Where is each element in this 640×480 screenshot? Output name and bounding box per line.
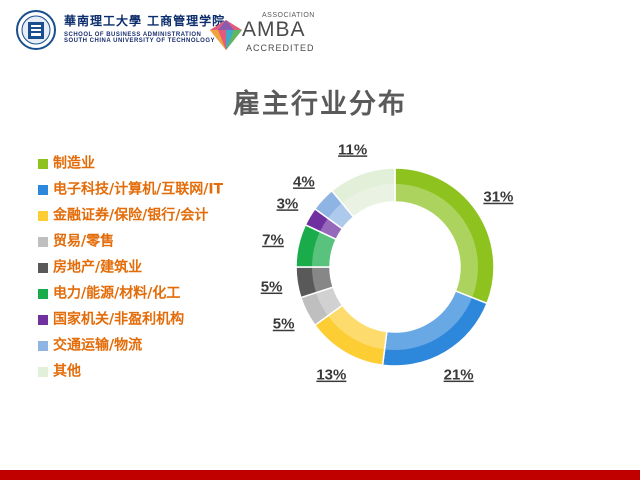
footer-bar xyxy=(0,470,640,480)
chart-legend: 制造业电子科技/计算机/互联网/IT 金融证券/保险/银行/会计 贸易/零售房地产/… xyxy=(38,150,223,384)
legend-label: 金融证券/保险/银行/会计 xyxy=(53,207,209,224)
legend-swatch xyxy=(38,184,48,195)
legend-label: 电力/能源/材料/化工 xyxy=(53,285,181,302)
scut-name-en-line1: SCHOOL OF BUSINESS ADMINISTRATION xyxy=(64,32,202,38)
legend-item: 房地产/建筑业 xyxy=(38,254,223,280)
legend-label: 国家机关/非盈利机构 xyxy=(53,311,185,328)
amba-diamond-icon xyxy=(210,20,242,50)
data-label: 5% xyxy=(261,279,283,296)
legend-label: 其他 xyxy=(53,363,81,380)
data-label: 3% xyxy=(277,195,299,212)
donut-slice-highlight xyxy=(312,231,337,267)
data-label: 7% xyxy=(262,232,284,249)
amba-word: AMBA xyxy=(242,18,306,41)
amba-accredited: ACCREDITED xyxy=(246,43,315,53)
legend-swatch xyxy=(38,340,48,351)
legend-item: 其他 xyxy=(38,358,223,384)
scut-name-en-line2: SOUTH CHINA UNIVERSITY OF TECHNOLOGY xyxy=(64,38,216,44)
donut-slice-highlight xyxy=(384,290,473,350)
legend-label: 贸易/零售 xyxy=(53,233,115,250)
chart-title: 雇主行业分布 xyxy=(233,89,407,120)
legend-label: 制造业 xyxy=(53,155,95,172)
legend-item: 电力/能源/材料/化工 xyxy=(38,280,223,306)
data-label: 13% xyxy=(316,367,346,384)
scut-seal-icon xyxy=(16,10,56,50)
legend-item: 电子科技/计算机/互联网/IT xyxy=(38,176,223,202)
legend-label: 电子科技/计算机/互联网/IT xyxy=(53,181,224,198)
legend-label: 房地产/建筑业 xyxy=(53,259,143,276)
header: 華南理工大學 工商管理学院 SCHOOL OF BUSINESS ADMINIS… xyxy=(0,0,640,60)
data-label: 5% xyxy=(273,316,295,333)
legend-swatch xyxy=(38,210,48,221)
donut-slice-highlight xyxy=(395,184,478,298)
scut-name-cn: 華南理工大學 工商管理学院 xyxy=(64,14,226,28)
scut-logo-text: 華南理工大學 工商管理学院 SCHOOL OF BUSINESS ADMINIS… xyxy=(64,12,225,44)
legend-item: 贸易/零售 xyxy=(38,228,223,254)
donut-slice xyxy=(394,167,495,305)
legend-item: 国家机关/非盈利机构 xyxy=(38,306,223,332)
legend-swatch xyxy=(38,288,48,299)
donut-slice-highlight xyxy=(316,287,343,316)
data-label: 21% xyxy=(444,367,474,384)
legend-item: 制造业 xyxy=(38,150,223,176)
donut-slice xyxy=(330,167,396,218)
legend-item: 交通运输/物流 xyxy=(38,332,223,358)
legend-swatch xyxy=(38,236,48,247)
data-label: 31% xyxy=(483,189,513,206)
legend-label: 交通运输/物流 xyxy=(53,337,143,354)
legend-swatch xyxy=(38,262,48,273)
amba-logo: ASSOCIATION AMBA ACCREDITED xyxy=(208,12,320,54)
legend-swatch xyxy=(38,366,48,377)
donut-slice-highlight xyxy=(342,184,395,217)
legend-swatch xyxy=(38,158,48,169)
donut-chart: 31% 21% 13% 5% 5% 7% 3% 4% 11% xyxy=(261,141,514,384)
donut-slice-highlight xyxy=(312,267,334,293)
data-label: 11% xyxy=(338,141,367,158)
legend-item: 金融证券/保险/银行/会计 xyxy=(38,202,223,228)
legend-swatch xyxy=(38,314,48,325)
amba-association: ASSOCIATION xyxy=(262,12,315,19)
donut-slice-highlight xyxy=(319,218,343,240)
donut-slice-highlight xyxy=(327,305,387,350)
data-label: 4% xyxy=(293,173,315,190)
